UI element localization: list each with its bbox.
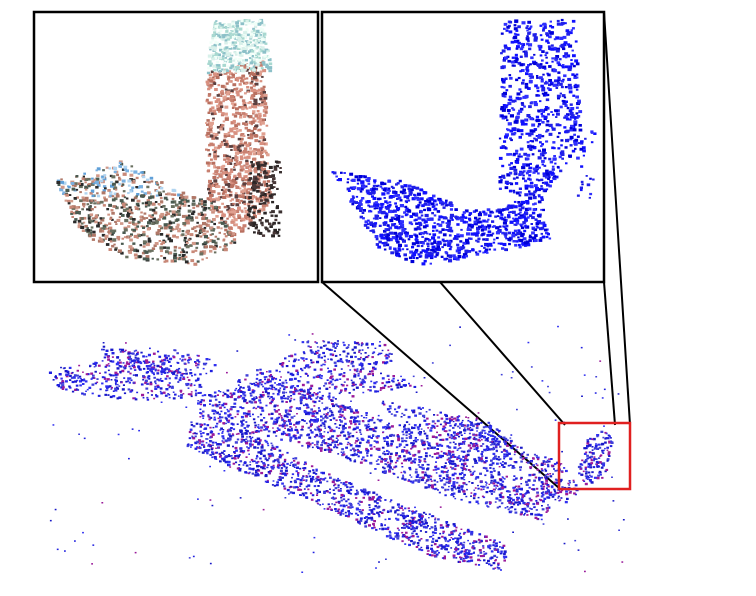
colored-tower-points	[56, 18, 283, 266]
zoom-connector-lines	[321, 11, 631, 489]
blue-tower-panel	[320, 10, 606, 284]
colored-tower-panel	[32, 10, 320, 284]
overview-point-cloud	[48, 325, 625, 573]
highlight-box	[557, 421, 632, 491]
blue-tower-points	[331, 18, 597, 266]
